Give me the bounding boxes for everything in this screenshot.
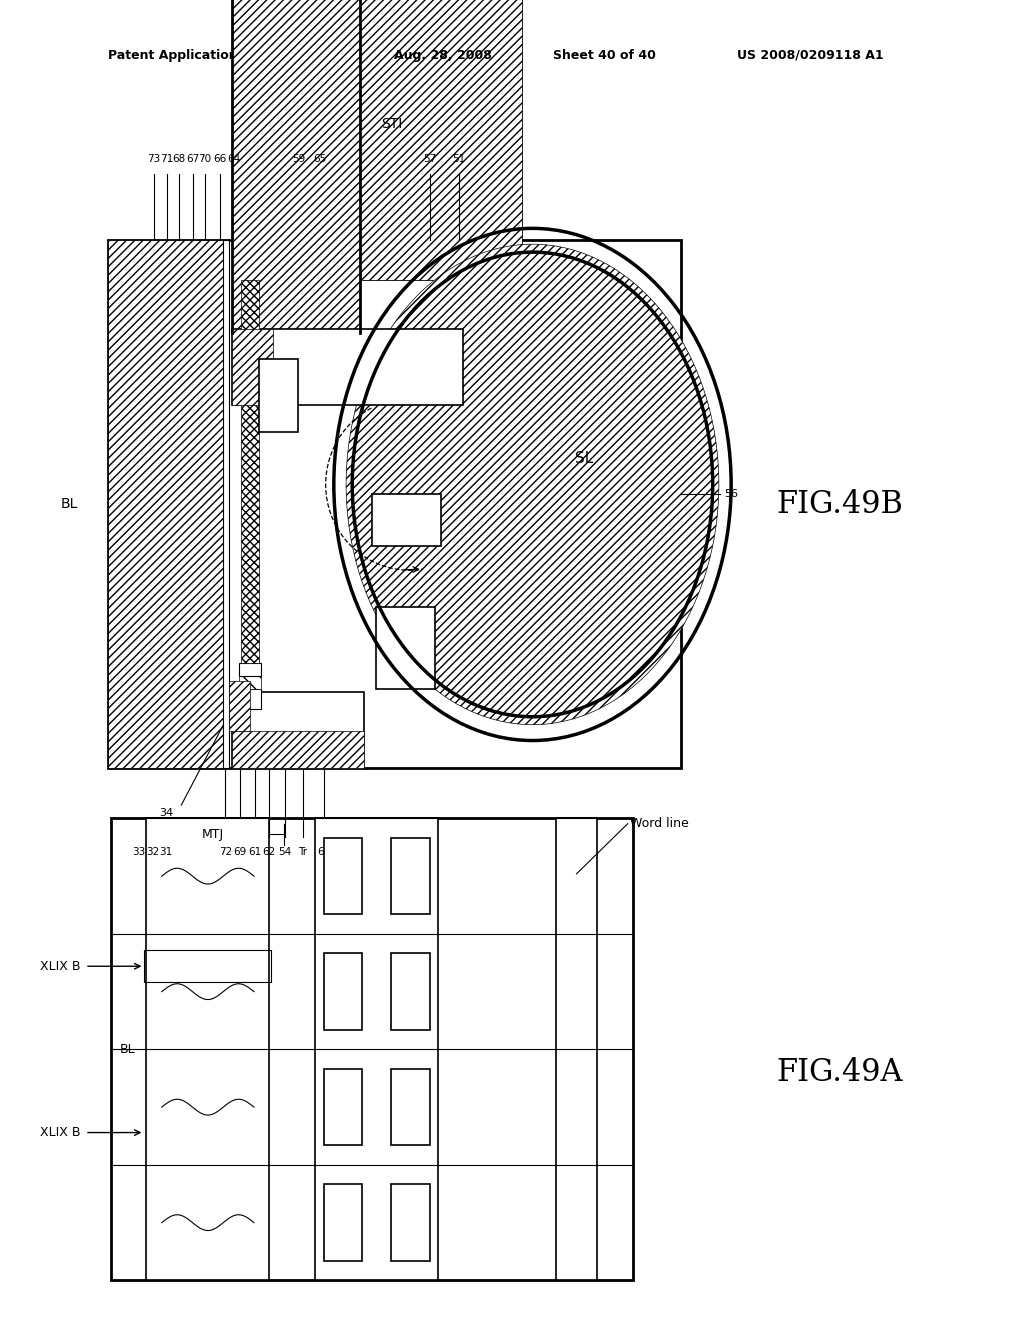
Text: 51: 51 [453,153,465,164]
Text: 33: 33 [133,847,145,858]
Text: Sheet 40 of 40: Sheet 40 of 40 [553,49,655,62]
Text: 62: 62 [263,847,275,858]
Text: 31: 31 [160,847,172,858]
Text: 69: 69 [233,847,246,858]
Text: FIG.49B: FIG.49B [776,488,903,520]
Bar [111,818,633,1280]
Bar [108,240,681,768]
Text: SL: SL [574,450,593,466]
Text: 71: 71 [161,153,173,164]
Bar [239,676,261,689]
Bar [144,950,271,982]
Bar [324,1069,362,1146]
Bar [556,818,597,1280]
Bar [376,607,435,689]
Text: 60: 60 [317,847,330,858]
Bar [324,1184,362,1261]
Text: MTJ: MTJ [202,828,224,841]
Text: XLIX B: XLIX B [40,1126,81,1139]
Bar [232,731,364,768]
Text: 54: 54 [279,847,291,858]
Bar [324,838,362,915]
Text: 70: 70 [199,153,211,164]
Bar [312,0,522,280]
Text: 65: 65 [313,153,326,164]
Text: 57: 57 [424,153,436,164]
Text: S: S [390,520,398,533]
Bar [232,329,273,405]
Bar [391,1069,430,1146]
Bar [259,359,298,432]
Text: 64: 64 [227,153,240,164]
Bar [232,329,463,405]
Bar [391,953,430,1030]
Text: 68: 68 [173,153,185,164]
Bar [232,692,364,768]
Text: 59: 59 [293,153,305,164]
Bar [229,681,250,731]
Bar [232,0,360,333]
Text: G: G [264,396,274,409]
Bar [315,818,438,1280]
Text: BL: BL [120,1043,136,1056]
Text: BL: BL [61,498,78,511]
Text: Aug. 28, 2008: Aug. 28, 2008 [394,49,493,62]
Bar [108,240,225,768]
Text: 56: 56 [724,488,738,499]
Text: 66: 66 [214,153,226,164]
Text: 73: 73 [147,153,160,164]
Text: 32: 32 [146,847,159,858]
Bar [391,838,430,915]
Bar [391,1184,430,1261]
Bar [239,663,261,676]
Bar [241,280,259,663]
Text: 67: 67 [186,153,199,164]
Circle shape [346,244,719,725]
Text: US 2008/0209118 A1: US 2008/0209118 A1 [737,49,884,62]
Text: XLIX B: XLIX B [40,960,81,973]
Text: Patent Application Publication: Patent Application Publication [108,49,319,62]
Text: 34: 34 [159,808,173,818]
Bar [372,494,441,546]
Bar [146,818,269,1280]
Text: Word line: Word line [630,817,688,830]
Bar [239,689,261,709]
Bar [223,240,229,768]
Text: 72: 72 [219,847,231,858]
Text: 61: 61 [249,847,261,858]
Bar [324,953,362,1030]
Text: FIG.49A: FIG.49A [776,1057,903,1088]
Text: Tr: Tr [299,847,307,858]
Text: STI: STI [382,116,402,131]
